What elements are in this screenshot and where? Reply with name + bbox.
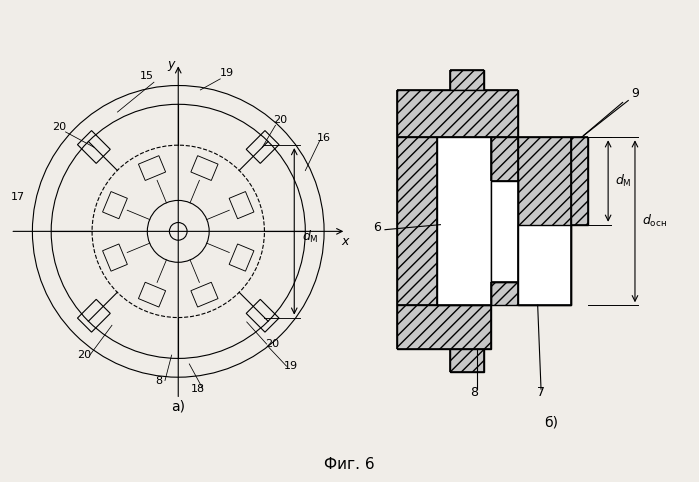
Polygon shape xyxy=(397,305,491,349)
Text: 20: 20 xyxy=(265,339,279,349)
Polygon shape xyxy=(517,137,571,305)
Text: a): a) xyxy=(171,399,185,413)
Text: 20: 20 xyxy=(78,350,92,361)
Polygon shape xyxy=(517,225,571,305)
Text: y: y xyxy=(167,58,175,71)
Text: 7: 7 xyxy=(537,386,545,399)
Text: $d_{\mathrm{ocн}}$: $d_{\mathrm{ocн}}$ xyxy=(642,213,667,229)
Polygon shape xyxy=(437,137,491,305)
Text: 15: 15 xyxy=(140,71,154,81)
Polygon shape xyxy=(491,281,517,305)
Text: $d_{\mathrm{M}}$: $d_{\mathrm{M}}$ xyxy=(302,229,319,245)
Polygon shape xyxy=(450,349,484,372)
Text: 6: 6 xyxy=(373,221,381,234)
Text: 19: 19 xyxy=(284,362,298,372)
Polygon shape xyxy=(397,91,517,137)
Text: Фиг. 6: Фиг. 6 xyxy=(324,457,375,472)
Polygon shape xyxy=(397,137,437,305)
Text: 18: 18 xyxy=(191,384,206,394)
Polygon shape xyxy=(450,70,484,91)
Text: 8: 8 xyxy=(154,376,162,386)
Polygon shape xyxy=(491,181,517,281)
Text: 20: 20 xyxy=(52,122,66,132)
Text: 8: 8 xyxy=(470,386,478,399)
Text: x: x xyxy=(342,235,349,248)
Polygon shape xyxy=(571,137,588,225)
Text: 20: 20 xyxy=(273,115,287,125)
Text: $d_{\mathrm{M}}$: $d_{\mathrm{M}}$ xyxy=(615,173,631,189)
Text: 16: 16 xyxy=(317,133,331,143)
Text: б): б) xyxy=(544,416,558,430)
Text: 9: 9 xyxy=(632,87,640,100)
Text: 17: 17 xyxy=(11,192,25,202)
Text: 19: 19 xyxy=(219,67,234,78)
Polygon shape xyxy=(491,137,517,181)
